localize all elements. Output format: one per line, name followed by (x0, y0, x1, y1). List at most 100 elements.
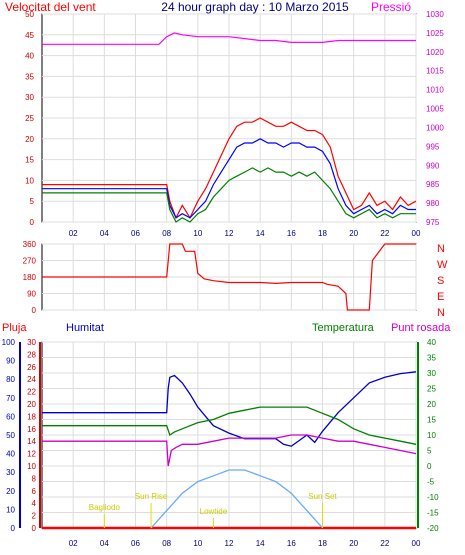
wind-series-line (42, 32, 416, 45)
direction-y-tick: 180 (23, 273, 37, 282)
rain-y-tick: 28 (27, 350, 36, 359)
wind-y-tick: 10 (25, 176, 34, 185)
humidity-y-tick: 100 (2, 338, 16, 347)
temp-y-tick: 15 (427, 416, 436, 425)
humidity-series-line (42, 406, 417, 445)
rain-y-tick: 26 (27, 363, 36, 372)
sun-annotation: Bagliodo (89, 503, 121, 512)
direction-y-tick: 270 (23, 257, 37, 266)
humidity-x-tick: 12 (225, 539, 234, 548)
rain-label: Pluja (2, 322, 27, 334)
temp-y-tick: 0 (427, 462, 432, 471)
direction-y-tick: 0 (32, 306, 37, 315)
humidity-y-tick: 90 (6, 357, 15, 366)
rain-y-tick: 4 (32, 499, 37, 508)
humidity-series-line (42, 434, 417, 467)
temp-y-tick: 20 (427, 400, 436, 409)
pressure-y-tick: 975 (426, 218, 440, 227)
wind-y-tick: 35 (25, 72, 34, 81)
temp-y-tick: 30 (427, 369, 436, 378)
rain-y-tick: 2 (32, 512, 37, 521)
rain-y-tick: 24 (27, 375, 36, 384)
humidity-x-tick: 18 (318, 539, 327, 548)
pressure-y-tick: 985 (426, 180, 440, 189)
rain-y-tick: 18 (27, 412, 36, 421)
compass-label: S (437, 275, 444, 287)
rain-y-tick: 12 (27, 450, 36, 459)
wind-x-tick: 06 (131, 229, 140, 238)
compass-label: N (437, 307, 445, 319)
humidity-y-tick: 40 (6, 450, 15, 459)
humidity-y-tick: 30 (6, 468, 15, 477)
pressure-y-tick: 1015 (426, 67, 444, 76)
humidity-x-tick: 08 (162, 539, 171, 548)
rain-y-tick: 20 (27, 400, 36, 409)
wind-x-tick: 16 (287, 229, 296, 238)
humidity-x-tick: 04 (100, 539, 109, 548)
compass-label: W (437, 259, 448, 271)
direction-series-line (42, 243, 416, 311)
pressure-y-tick: 1030 (426, 10, 444, 19)
humidity-x-tick: 22 (380, 539, 389, 548)
wind-x-tick: 02 (69, 229, 78, 238)
temp-y-tick: 40 (427, 338, 436, 347)
humidity-label: Humitat (66, 322, 104, 334)
temp-y-tick: 10 (427, 431, 436, 440)
humidity-y-tick: 50 (6, 431, 15, 440)
wind-y-tick: 25 (25, 114, 34, 123)
pressure-y-tick: 990 (426, 161, 440, 170)
wind-y-tick: 15 (25, 156, 34, 165)
temp-y-tick: 5 (427, 447, 432, 456)
direction-y-tick: 90 (27, 290, 36, 299)
pressure-y-tick: 1020 (426, 48, 444, 57)
rain-y-tick: 16 (27, 425, 36, 434)
compass-label: N (437, 243, 445, 255)
rain-y-tick: 10 (27, 462, 36, 471)
humidity-y-tick: 60 (6, 412, 15, 421)
pressure-y-tick: 995 (426, 142, 440, 151)
wind-y-tick: 40 (25, 52, 34, 61)
rain-y-tick: 30 (27, 338, 36, 347)
rain-y-tick: 8 (32, 474, 37, 483)
wind-x-tick: 00 (412, 229, 421, 238)
sun-annotation: Sun Rise (135, 492, 168, 501)
pressure-y-tick: 980 (426, 199, 440, 208)
rain-y-tick: 6 (32, 487, 37, 496)
dewpoint-label: Punt rosada (391, 322, 451, 334)
sun-annotation: Sun Set (308, 492, 337, 501)
wind-series-line (42, 138, 416, 219)
pressure-y-tick: 1010 (426, 86, 444, 95)
wind-x-tick: 22 (380, 229, 389, 238)
wind-y-tick: 0 (30, 218, 35, 227)
compass-label: E (437, 291, 444, 303)
pressure-y-tick: 1025 (426, 29, 444, 38)
pressure-label: Pressió (371, 0, 411, 14)
humidity-y-tick: 70 (6, 394, 15, 403)
temp-y-tick: 25 (427, 385, 436, 394)
humidity-x-tick: 16 (287, 539, 296, 548)
pressure-y-tick: 1000 (426, 123, 444, 132)
wind-series-line (42, 167, 416, 223)
temp-y-tick: -10 (427, 493, 439, 502)
wind-y-tick: 30 (25, 93, 34, 102)
humidity-x-tick: 20 (349, 539, 358, 548)
humidity-x-tick: 00 (412, 539, 421, 548)
humidity-x-tick: 14 (256, 539, 265, 548)
humidity-y-tick: 20 (6, 487, 15, 496)
wind-x-tick: 12 (225, 229, 234, 238)
humidity-y-tick: 80 (6, 375, 15, 384)
wind-y-tick: 20 (25, 135, 34, 144)
wind-y-tick: 5 (30, 197, 35, 206)
pressure-y-tick: 1005 (426, 105, 444, 114)
wind-y-tick: 50 (25, 10, 34, 19)
temperature-label: Temperatura (312, 322, 375, 334)
wind-x-tick: 14 (256, 229, 265, 238)
humidity-y-tick: 0 (11, 524, 16, 533)
temp-y-tick: 35 (427, 354, 436, 363)
rain-y-tick: 0 (32, 524, 37, 533)
humidity-x-tick: 02 (69, 539, 78, 548)
humidity-x-tick: 06 (131, 539, 140, 548)
wind-speed-label: Velocitat del vent (5, 0, 96, 14)
